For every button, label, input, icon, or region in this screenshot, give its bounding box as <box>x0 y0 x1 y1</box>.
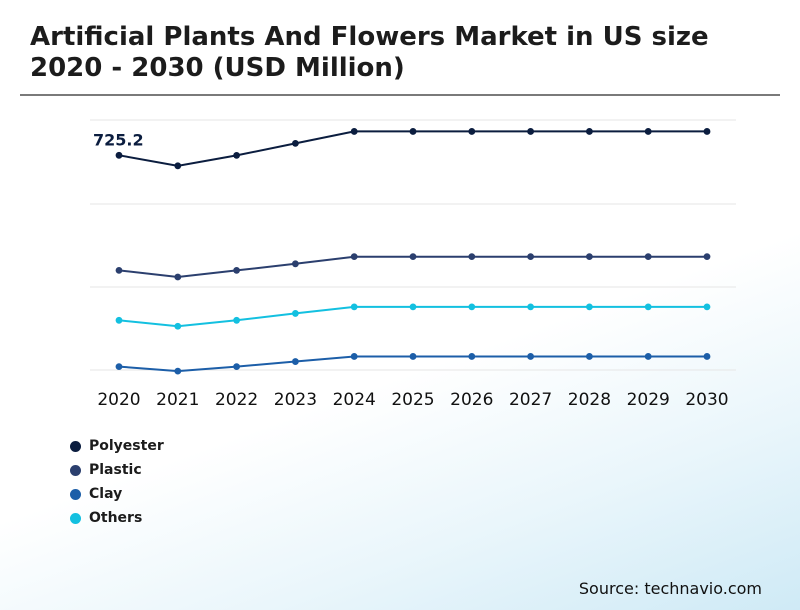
data-point-plastic <box>468 253 476 261</box>
data-point-others <box>233 316 241 324</box>
legend-marker <box>70 488 81 500</box>
data-point-plastic <box>644 253 652 261</box>
series-lines <box>118 130 707 373</box>
legend-item-polyester: Polyester <box>70 434 164 458</box>
data-point-plastic <box>350 253 358 261</box>
data-point-others <box>644 303 652 311</box>
x-tick-label: 2027 <box>509 390 552 410</box>
data-point-others <box>174 322 182 330</box>
data-point-clay <box>644 353 652 360</box>
data-point-others <box>527 303 534 311</box>
x-tick-label: 2025 <box>391 390 434 410</box>
legend-item-plastic: Plastic <box>70 458 164 482</box>
x-tick-label: 2028 <box>568 390 611 410</box>
data-point-polyester <box>233 151 241 159</box>
x-tick-label: 2024 <box>333 390 376 410</box>
data-point-clay <box>233 363 241 371</box>
data-point-others <box>350 303 358 311</box>
data-point-polyester <box>350 128 358 135</box>
data-point-polyester <box>527 128 534 135</box>
x-tick-label: 2020 <box>97 390 140 410</box>
x-tick-label: 2023 <box>274 390 317 410</box>
data-point-polyester <box>174 162 182 170</box>
data-point-plastic <box>703 253 711 261</box>
legend-label: Plastic <box>89 462 142 478</box>
data-point-others <box>586 303 593 311</box>
data-point-others <box>115 316 123 324</box>
data-point-polyester <box>586 128 593 135</box>
legend-label: Others <box>89 510 143 526</box>
data-point-plastic <box>409 253 417 261</box>
series-line-polyester <box>118 130 707 167</box>
legend-marker <box>70 512 81 524</box>
data-point-clay <box>115 363 123 371</box>
data-point-plastic <box>292 260 299 268</box>
legend-label: Clay <box>89 486 123 502</box>
data-point-polyester <box>644 128 652 135</box>
data-point-clay <box>586 353 593 360</box>
legend-label: Polyester <box>89 438 164 454</box>
legend-marker <box>70 464 81 476</box>
data-point-polyester <box>409 128 417 135</box>
data-point-clay <box>292 358 299 365</box>
data-point-others <box>409 303 417 311</box>
data-point-plastic <box>233 267 241 274</box>
gridlines <box>90 119 736 371</box>
title-divider <box>20 94 780 96</box>
legend: Polyester Plastic Clay Others <box>70 434 164 530</box>
data-point-clay <box>527 353 534 360</box>
x-tick-label: 2030 <box>685 390 728 410</box>
data-point-polyester <box>292 140 299 147</box>
source-note: Source: technavio.com <box>578 579 762 598</box>
x-tick-label: 2026 <box>450 390 493 410</box>
data-point-polyester <box>703 128 711 135</box>
legend-item-clay: Clay <box>70 482 164 506</box>
x-tick-labels: 2020 2021 2022 2023 2024 2025 2026 2027 2028 2029… <box>97 390 728 410</box>
data-point-clay <box>350 353 358 360</box>
data-label: 725.2 <box>93 130 144 149</box>
legend-item-others: Others <box>70 506 164 530</box>
data-point-clay <box>703 353 711 360</box>
series-points <box>115 128 711 375</box>
data-point-clay <box>409 353 417 360</box>
data-point-polyester <box>468 128 476 135</box>
data-point-plastic <box>115 267 123 274</box>
data-point-plastic <box>586 253 593 261</box>
x-tick-label: 2021 <box>156 390 199 410</box>
x-tick-label: 2022 <box>215 390 258 410</box>
chart-title: Artificial Plants And Flowers Market in … <box>30 22 709 83</box>
x-tick-label: 2029 <box>627 390 670 410</box>
data-point-others <box>292 310 299 317</box>
legend-marker <box>70 440 81 452</box>
annotations: 725.2 <box>93 130 144 149</box>
data-point-others <box>703 303 711 311</box>
data-point-clay <box>174 367 182 375</box>
data-point-plastic <box>527 253 534 261</box>
data-point-plastic <box>174 273 182 281</box>
data-point-others <box>468 303 476 311</box>
data-point-clay <box>468 353 476 360</box>
data-point-polyester <box>115 151 123 159</box>
